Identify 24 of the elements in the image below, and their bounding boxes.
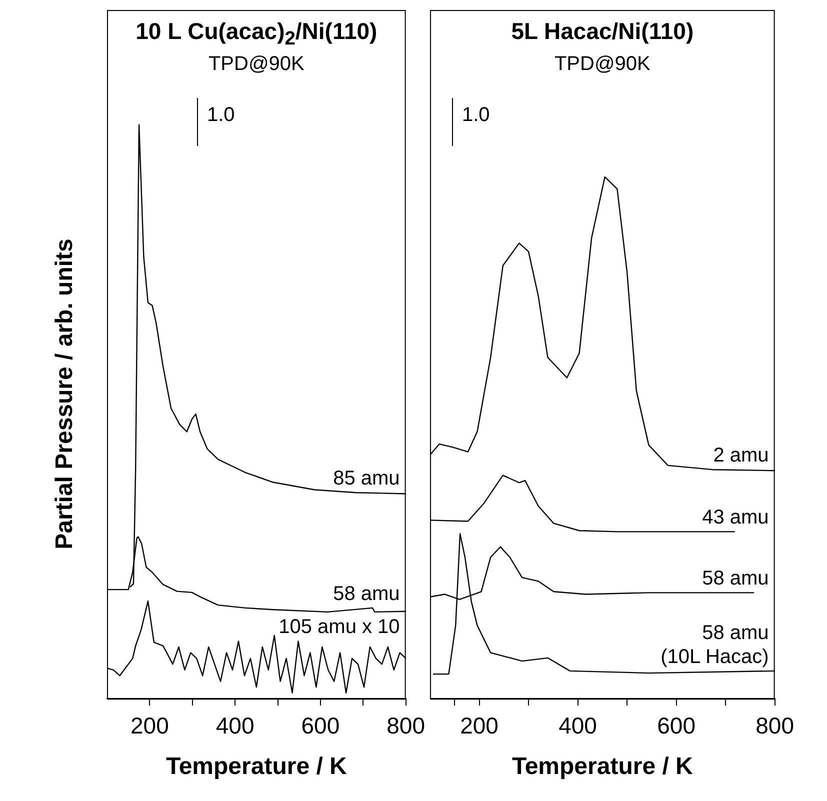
x-axis-title: Temperature / K [166,753,348,780]
text: 1.0 [462,104,490,127]
series-label: 43 amu [702,506,769,529]
x-tick-label: 600 [657,712,696,739]
series-label: 58 amu (10L Hacac) [660,622,769,668]
text: TPD@90K [208,53,306,75]
text: TPD@90K [554,53,652,75]
series-label: 58 amu [702,568,769,590]
x-tick-label: 200 [130,712,169,739]
x-tick-label: 400 [216,712,254,739]
x-tick-label: 800 [386,712,425,739]
chart-title: 5L Hacac/Ni(110) [510,18,695,45]
x-tick-label: 600 [301,712,340,739]
y-axis-title: Partial Pressure / arb. units [51,238,79,552]
x-tick-label: 800 [756,712,794,739]
series-label: 2 amu [713,444,769,467]
series-label: 85 amu [333,468,400,490]
x-tick-label: 400 [558,712,597,739]
x-axis-title: Temperature / K [512,753,694,780]
chart-title: 10 L Cu(acac)$_{2}$/Ni(110) [134,18,378,51]
series-label: 58 amu [333,582,400,605]
annotation: 1.0 [207,104,235,127]
series-label: 105 amu x 10 [278,616,400,638]
x-tick-label: 200 [460,712,498,739]
